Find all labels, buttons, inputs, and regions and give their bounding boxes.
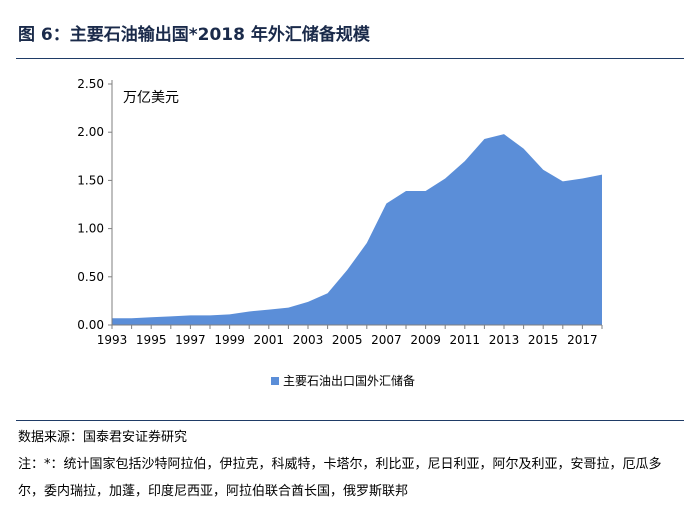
x-tick-label: 2017 xyxy=(567,333,598,347)
y-tick-label: 0.00 xyxy=(77,318,104,332)
figure-title: 图 6：主要石油输出国*2018 年外汇储备规模 xyxy=(18,25,370,45)
note-text: 注：*：统计国家包括沙特阿拉伯，伊拉克，科威特，卡塔尔，利比亚，尼日利亚，阿尔及… xyxy=(18,457,662,499)
x-tick-label: 2005 xyxy=(332,333,363,347)
x-tick-label: 2003 xyxy=(293,333,324,347)
y-tick-label: 0.50 xyxy=(77,270,104,284)
x-tick-label: 1993 xyxy=(97,333,128,347)
legend-label: 主要石油出口国外汇储备 xyxy=(283,373,415,388)
y-tick-label: 1.50 xyxy=(77,173,104,187)
x-tick-label: 2013 xyxy=(489,333,520,347)
area-chart: 0.00 0.50 1.00 1.50 2.00 2.50 1993 1995 1997 1999… xyxy=(77,77,603,388)
x-tick-label: 2011 xyxy=(450,333,481,347)
y-tick-label: 1.00 xyxy=(77,222,104,236)
title-divider xyxy=(16,58,684,59)
chart-divider xyxy=(16,420,684,421)
y-unit-label: 万亿美元 xyxy=(123,90,179,106)
x-tick-label: 2009 xyxy=(410,333,441,347)
series-area xyxy=(112,134,602,325)
source-text: 数据来源：国泰君安证券研究 xyxy=(18,430,188,445)
x-tick-label: 1995 xyxy=(136,333,167,347)
y-tick-label: 2.00 xyxy=(77,125,104,139)
x-tick-label: 2007 xyxy=(371,333,402,347)
legend: 主要石油出口国外汇储备 xyxy=(271,373,415,388)
x-tick-label: 2015 xyxy=(528,333,559,347)
x-tick-label: 2001 xyxy=(254,333,285,347)
y-tick-label: 2.50 xyxy=(77,77,104,91)
plot-layer: 0.00 0.50 1.00 1.50 2.00 2.50 1993 1995 1997 1999… xyxy=(77,77,603,347)
x-tick-label: 1999 xyxy=(214,333,245,347)
x-tick-label: 1997 xyxy=(175,333,206,347)
legend-swatch xyxy=(271,377,279,385)
